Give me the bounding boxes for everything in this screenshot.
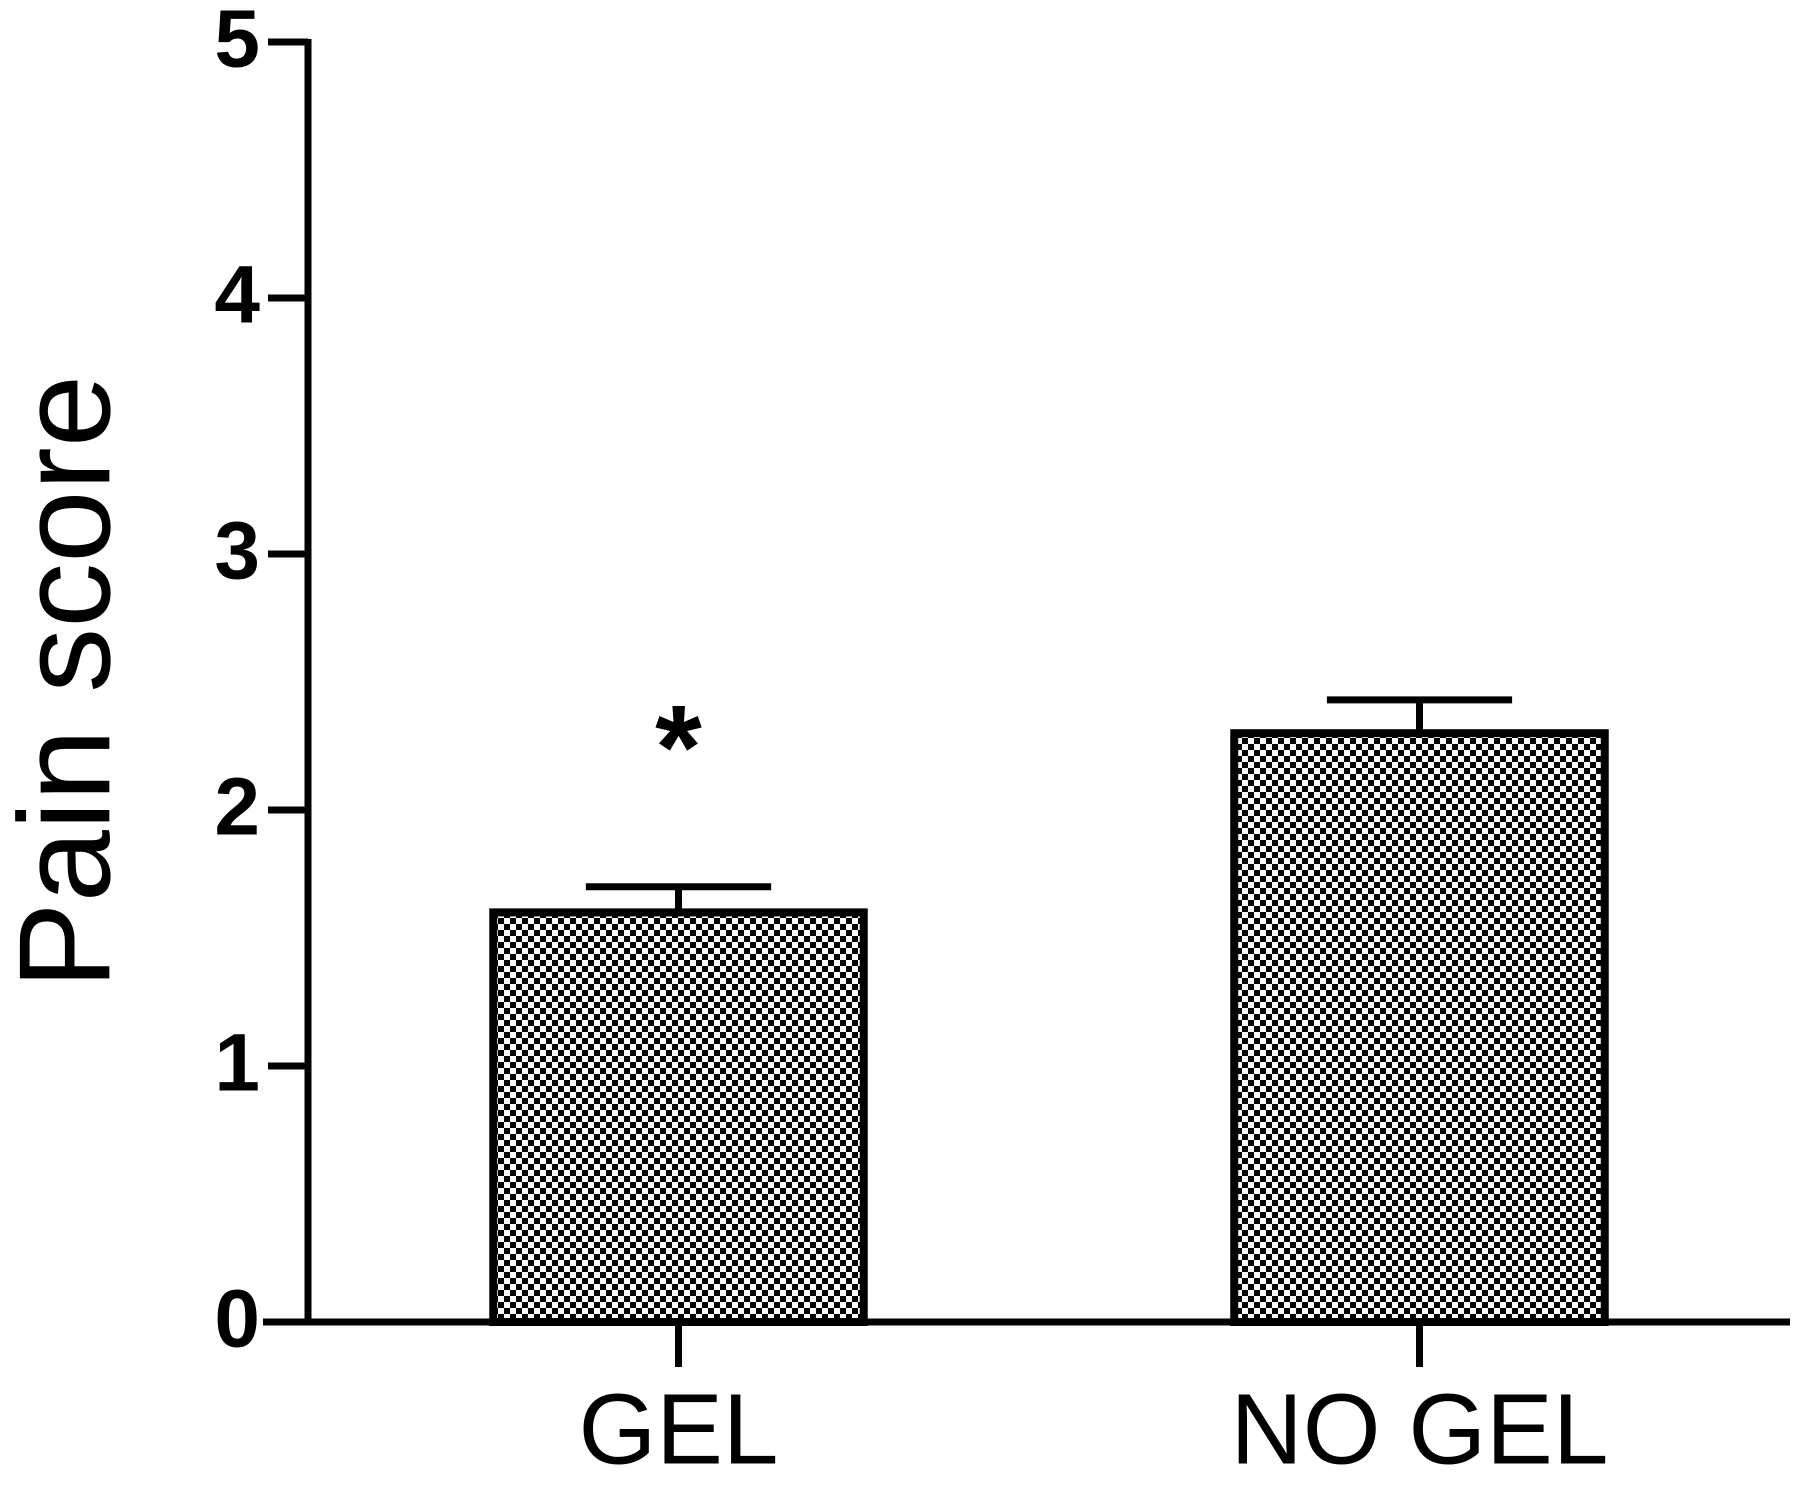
bar	[489, 908, 868, 1327]
y-tick-label: 0	[214, 1274, 260, 1365]
y-axis-label: Pain score	[0, 375, 137, 989]
y-tick-label: 5	[214, 0, 260, 85]
x-tick-label: NO GEL	[1231, 1373, 1609, 1485]
y-tick-label: 2	[214, 762, 260, 853]
y-tick-label: 3	[214, 506, 260, 597]
significance-marker: *	[655, 681, 702, 815]
x-tick-label: GEL	[578, 1373, 778, 1485]
bar	[1230, 729, 1609, 1326]
y-tick-label: 1	[214, 1018, 260, 1109]
y-tick-label: 4	[214, 250, 260, 341]
